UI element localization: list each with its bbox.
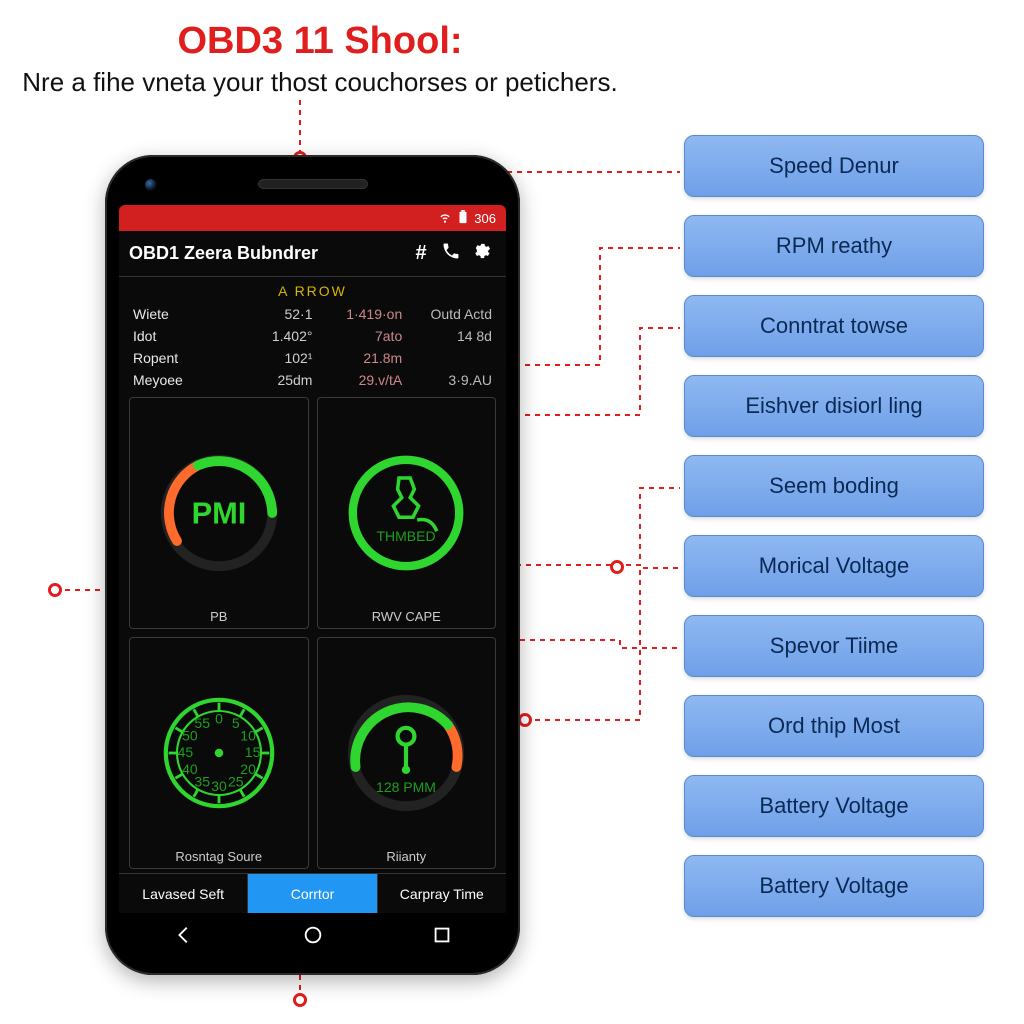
camera-dot [145,179,157,191]
app-bar: OBD1 Zeera Bubndrer # [119,231,506,277]
svg-text:10: 10 [240,727,256,743]
nav-back-icon[interactable] [173,924,195,951]
gauge-cell[interactable]: 128 PMM Riianty [317,637,497,869]
nav-recent-icon[interactable] [431,924,453,951]
callout-item[interactable]: Spevor Tiime [684,615,984,677]
gauge-cell[interactable]: PMI PB [129,397,309,629]
row-value: 25dm [234,372,313,388]
battery-text: 306 [474,211,496,226]
svg-text:5: 5 [232,715,240,731]
tab[interactable]: Lavased Seft [119,874,248,913]
connector-dot [518,713,532,727]
nav-home-icon[interactable] [302,924,324,951]
gear-icon[interactable] [466,241,496,267]
gauges-grid: PMI PB THMBED RWV CAPE 0 5 10 15 20 25 [119,397,506,873]
row-value: 52·1 [234,306,313,322]
gauge-cell[interactable]: THMBED RWV CAPE [317,397,497,629]
table-row: Meyoee25dm29.v/tA3·9.AU [133,369,492,391]
row-label: Wiete [133,306,234,322]
row-value: 14 8d [402,328,492,344]
status-bar: 306 [119,205,506,231]
wifi-icon [438,210,452,227]
battery-icon [458,210,468,227]
phone-frame: 306 OBD1 Zeera Bubndrer # A RROW Wiete52… [105,155,520,975]
callout-item[interactable]: Ord thip Most [684,695,984,757]
row-value: 1.402° [234,328,313,344]
grid-icon[interactable]: # [406,242,436,265]
row-value: Outd Actd [402,306,492,322]
app-title: OBD1 Zeera Bubndrer [129,243,318,264]
page-subtitle: Nre a fihe vneta your thost couchorses o… [0,67,640,98]
earpiece-speaker [258,179,368,189]
row-label: Meyoee [133,372,234,388]
table-row: Ropent102¹21.8m [133,347,492,369]
callout-item[interactable]: Speed Denur [684,135,984,197]
callout-item[interactable]: Conntrat towse [684,295,984,357]
svg-text:THMBED: THMBED [377,528,436,544]
callout-item[interactable]: Morical Voltage [684,535,984,597]
row-label: Ropent [133,350,234,366]
gauge-cell[interactable]: 0 5 10 15 20 25 30 35 40 45 50 [129,637,309,869]
callout-item[interactable]: Eishver disiorl ling [684,375,984,437]
title-block: OBD3 11 Shool: Nre a fihe vneta your tho… [0,20,640,98]
table-row: Wiete52·11·419·onOutd Actd [133,303,492,325]
phone-icon[interactable] [436,241,466,267]
table-row: Idot1.402°7ato14 8d [133,325,492,347]
row-value: 3·9.AU [402,372,492,388]
connector-dot [293,993,307,1007]
gauge-caption: RWV CAPE [372,609,441,624]
callout-item[interactable]: Battery Voltage [684,775,984,837]
gauge-caption: Rosntag Soure [175,849,262,864]
connector-dot [48,583,62,597]
gauge-caption: Riianty [386,849,426,864]
svg-text:30: 30 [211,778,227,794]
bottom-tabs: Lavased SeftCorrtorCarpray Time [119,873,506,913]
android-nav-bar [119,913,506,961]
row-value [402,350,492,366]
page-title: OBD3 11 Shool: [0,20,640,63]
svg-text:45: 45 [177,744,193,760]
svg-text:128 PMM: 128 PMM [376,779,436,795]
row-label: Idot [133,328,234,344]
callout-item[interactable]: Battery Voltage [684,855,984,917]
svg-text:15: 15 [245,744,261,760]
phone-screen: 306 OBD1 Zeera Bubndrer # A RROW Wiete52… [119,205,506,961]
row-value: 102¹ [234,350,313,366]
data-table: Wiete52·11·419·onOutd ActdIdot1.402°7ato… [119,301,506,397]
row-value: 1·419·on [312,306,402,322]
section-label: A RROW [119,277,506,301]
callout-list: Speed Denur RPM reathy Conntrat towse Eishv… [684,135,984,917]
row-value: 7ato [312,328,402,344]
row-value: 29.v/tA [312,372,402,388]
svg-text:40: 40 [182,761,198,777]
svg-text:55: 55 [194,715,210,731]
row-value: 21.8m [312,350,402,366]
svg-text:25: 25 [228,773,244,789]
svg-text:0: 0 [215,711,223,727]
tab[interactable]: Carpray Time [378,874,506,913]
gauge-caption: PB [210,609,227,624]
callout-item[interactable]: RPM reathy [684,215,984,277]
connector-dot [610,560,624,574]
tab[interactable]: Corrtor [248,874,377,913]
svg-text:PMI: PMI [191,496,246,531]
callout-item[interactable]: Seem boding [684,455,984,517]
